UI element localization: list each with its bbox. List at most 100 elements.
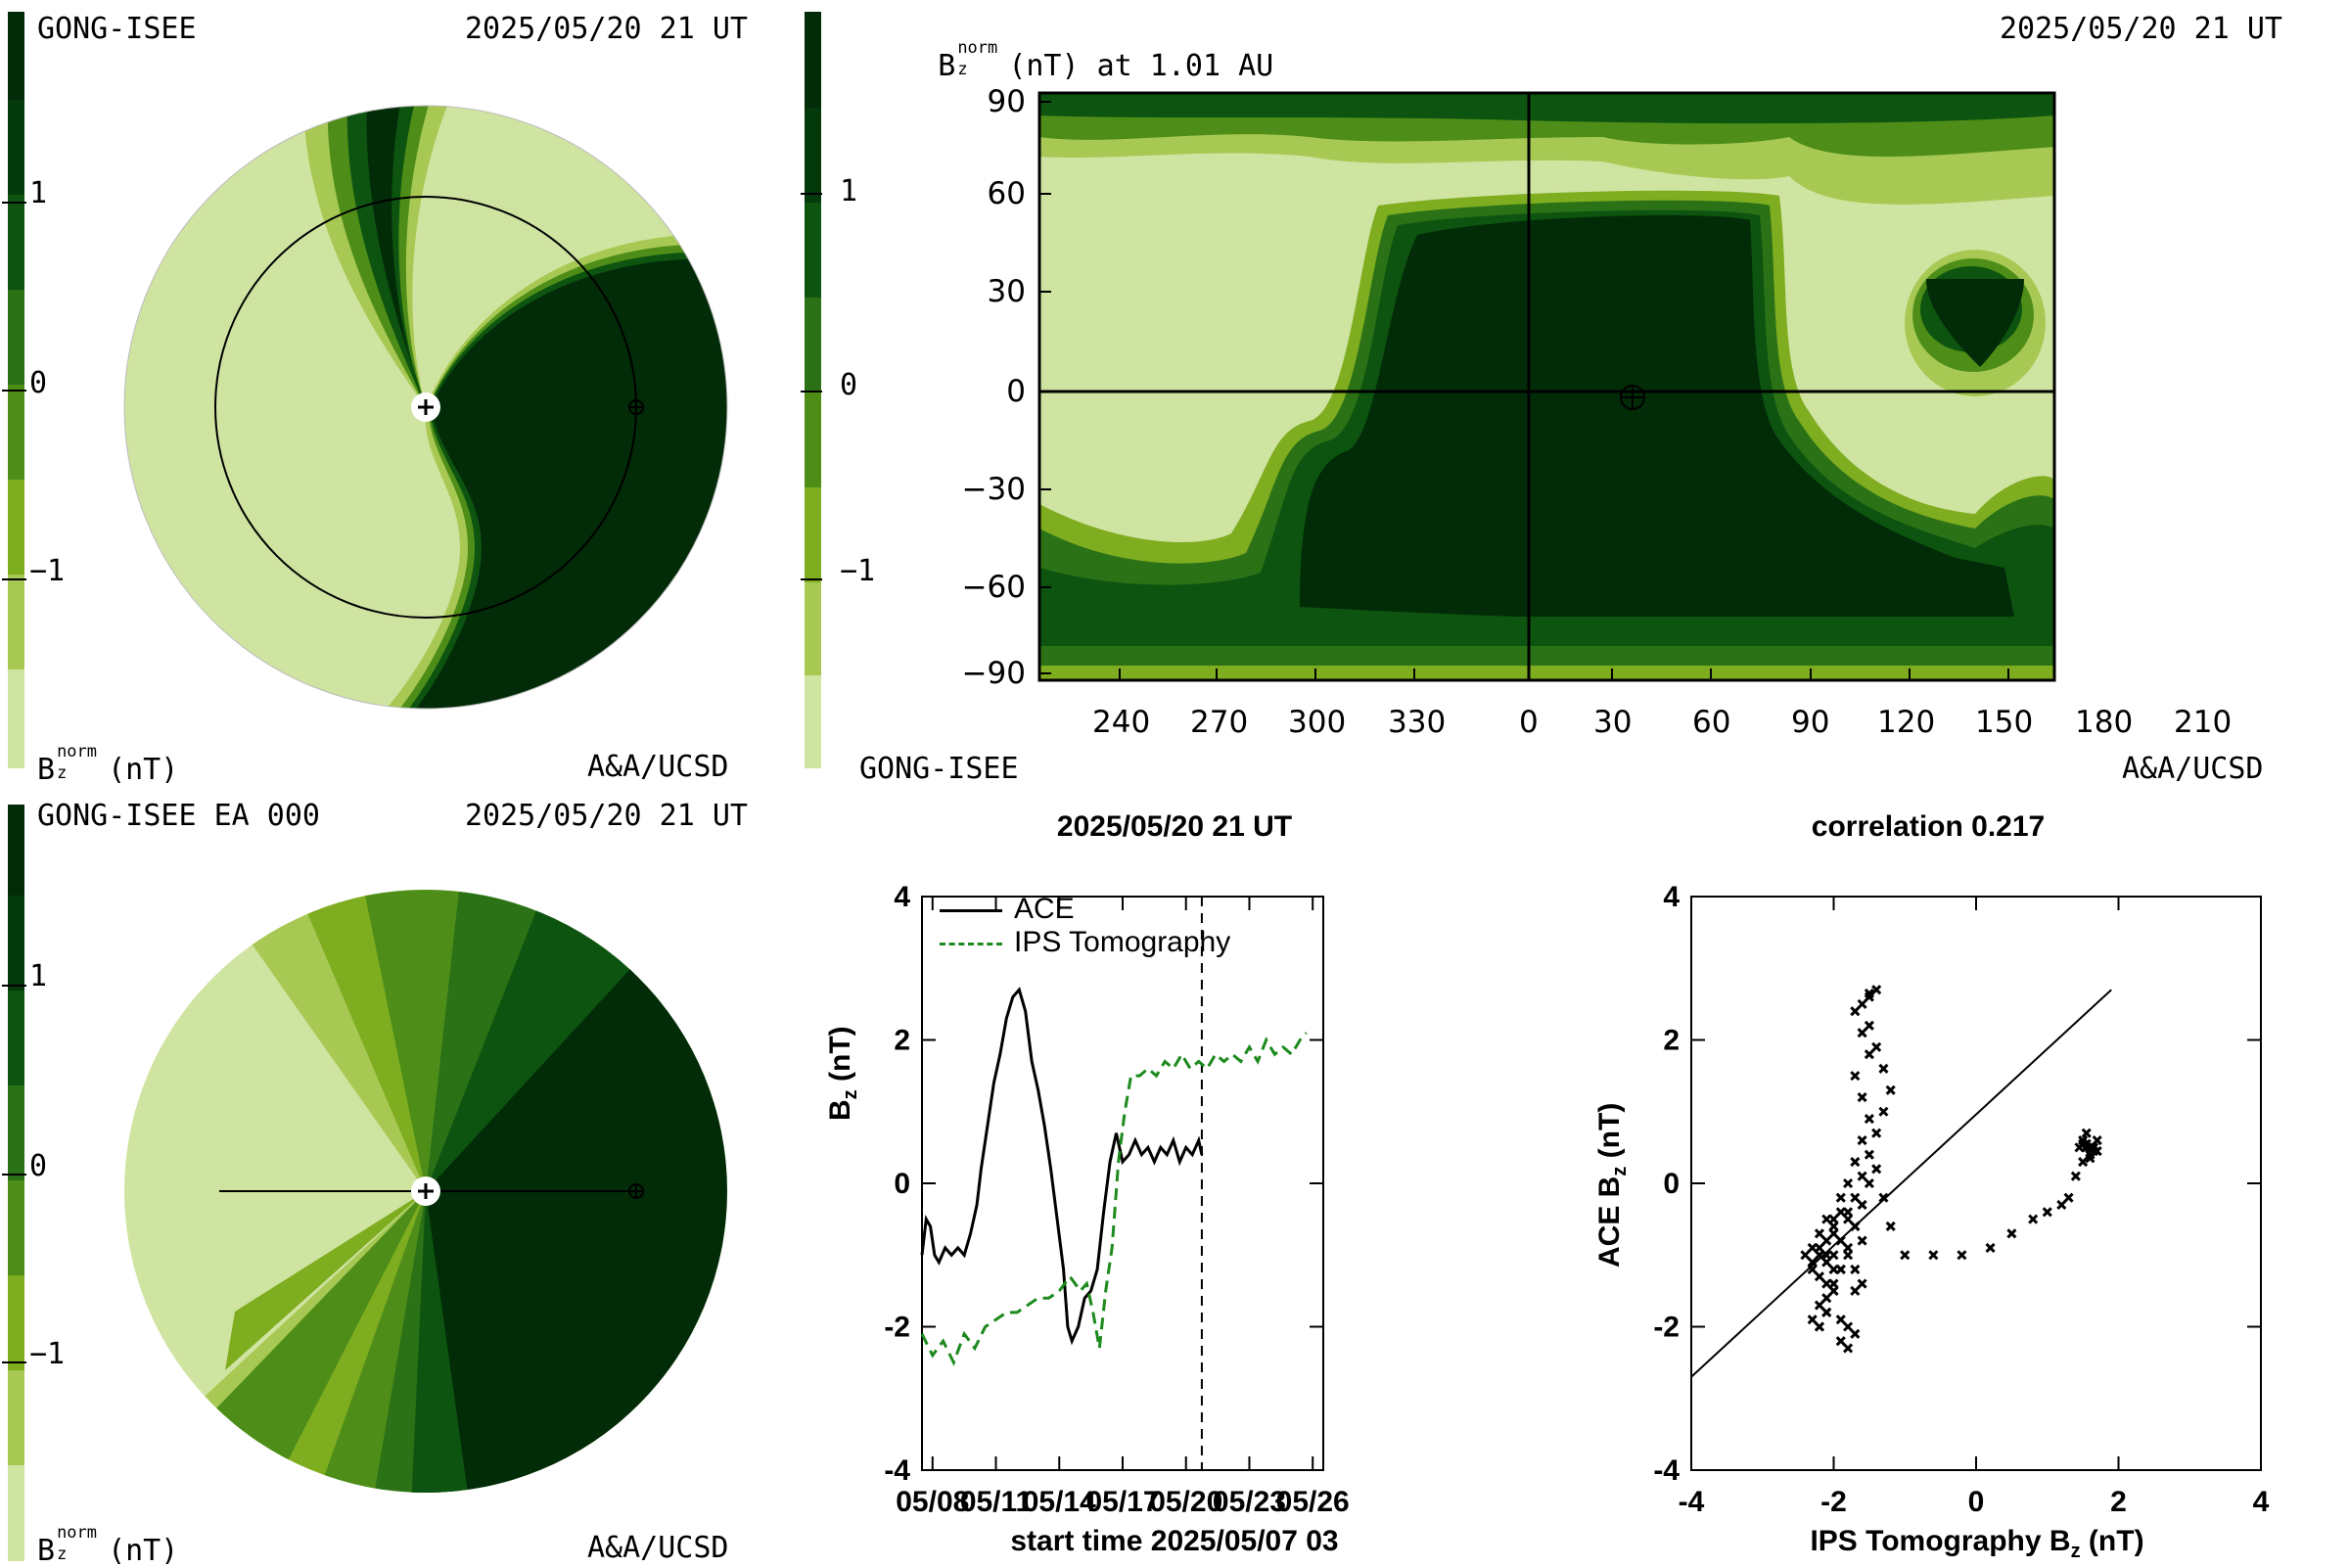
scatter-point [1871, 985, 1882, 995]
x-tick-label: 05/26 [1276, 1486, 1350, 1518]
quantity-symbol: B [37, 1534, 56, 1568]
x-tick-label: 4 [2253, 1486, 2270, 1518]
colorbar [8, 12, 24, 768]
y-tick-label: 4 [894, 881, 910, 913]
scatter-point [2006, 1228, 2017, 1239]
legend-swatch-dashed [940, 942, 1002, 945]
colorbar-tick-0: 0 [840, 368, 858, 402]
scatter-point [1821, 1307, 1832, 1317]
scatter-point [1885, 1084, 1896, 1095]
scatter-point [1885, 1221, 1896, 1232]
scatter-point [1842, 1214, 1854, 1224]
colorbar-tick-1: 1 [840, 174, 858, 208]
y-tick-labels: 90 60 30 0 −30 −60 −90 [938, 0, 1026, 783]
scatter-point [1857, 1134, 1867, 1146]
scatter-point [1850, 1192, 1861, 1203]
colorbar-tick-0: 0 [29, 1149, 48, 1183]
title-subscript: z [957, 60, 968, 79]
x-axis-label: IPS Tomography Bz (nT) [1546, 1525, 2349, 1563]
x-axis-label: start time 2025/05/07 03 [1010, 1525, 1339, 1557]
scatter-point [1857, 1278, 1867, 1289]
scatter-point [1878, 1106, 1889, 1117]
scatter-point [1821, 1293, 1832, 1304]
series-line-ips [920, 1032, 1308, 1366]
scatter-point [1850, 1221, 1861, 1232]
x-tick-label: 05/08 [896, 1486, 969, 1518]
scatter-point [1828, 1221, 1839, 1232]
scatter-point [1814, 1271, 1825, 1282]
scatter-point [1842, 1343, 1854, 1354]
colorbar-tick-neg1: −1 [29, 1337, 66, 1371]
scatter-point [1957, 1250, 1967, 1261]
y-axis-subscript: z [1609, 1166, 1631, 1176]
quantity-symbol: B [37, 753, 56, 787]
y-axis-unit: (nT) [824, 1026, 856, 1082]
x-tick: 270 [1190, 705, 1249, 740]
x-tick: 210 [2174, 705, 2233, 740]
x-tick-label: 2 [2110, 1486, 2127, 1518]
colorbar [805, 12, 821, 768]
y-axis-subscript: z [840, 1089, 861, 1100]
x-tick: 0 [1519, 705, 1539, 740]
colorbar-tick-neg1: −1 [840, 554, 876, 588]
scatter-point [1985, 1242, 1996, 1253]
quantity-superscript: norm [57, 742, 98, 761]
scatter-point [1800, 1250, 1811, 1261]
x-tick: 180 [2075, 705, 2134, 740]
scatter-point [2078, 1156, 2089, 1168]
scatter-point [1828, 1250, 1839, 1261]
legend-label: ACE [1014, 893, 1075, 925]
legend-swatch-solid [940, 908, 1002, 912]
unit-label: (nT) [108, 753, 179, 787]
colorbar-tick-1: 1 [29, 959, 48, 993]
y-tick: −30 [961, 472, 1026, 507]
y-tick: −90 [961, 656, 1026, 691]
scatter-point [1842, 1321, 1854, 1332]
y-tick: 90 [987, 84, 1026, 119]
x-tick: 60 [1692, 705, 1731, 740]
scatter-point [1814, 1300, 1825, 1311]
datetime-label: 2025/05/20 21 UT [2000, 12, 2282, 46]
x-tick-label: -2 [1820, 1486, 1847, 1518]
chart-title: 2025/05/20 21 UT [1056, 810, 1293, 843]
source-label: GONG-ISEE EA 000 [37, 799, 320, 833]
plot-frame [1690, 896, 2262, 1471]
scatter-point [1850, 1285, 1861, 1296]
scatter-plot: -4 -2 0 2 4 4 2 0 -2 -4 [1653, 881, 2270, 1518]
scatter-point [2081, 1128, 2092, 1138]
scatter-point [1878, 1192, 1889, 1203]
datetime-label: 2025/05/20 21 UT [465, 799, 748, 833]
credit-label: A&A/UCSD [587, 1531, 729, 1565]
scatter-point [1821, 1235, 1832, 1246]
x-tick: 30 [1593, 705, 1633, 740]
scatter-point [2056, 1199, 2067, 1211]
scatter-point [1850, 1071, 1861, 1082]
scatter-point [2070, 1171, 2081, 1181]
scatter-point [1850, 1156, 1861, 1168]
fit-line [1690, 989, 2112, 1378]
title-superscript: norm [957, 38, 998, 58]
scatter-chart: correlation 0.217 -4 -2 0 2 4 4 2 0 -2 -4 ACE Bz … [1546, 783, 2349, 1566]
scatter-point [1814, 1321, 1825, 1332]
scatter-point [2092, 1134, 2102, 1146]
y-tick: −60 [961, 570, 1026, 605]
y-tick-label: -2 [1653, 1312, 1680, 1344]
unit-label: (nT) [108, 1534, 179, 1568]
x-tick-label: 05/20 [1149, 1486, 1222, 1518]
timeseries-chart: 2025/05/20 21 UT 05/08 05/11 05/14 05/17 05/… [803, 783, 1546, 1566]
quantity-superscript: norm [57, 1523, 98, 1543]
plot-frame [921, 896, 1324, 1471]
credit-label: A&A/UCSD [2122, 752, 2264, 786]
datetime-label: 2025/05/20 21 UT [465, 12, 748, 46]
source-label: GONG-ISEE [859, 752, 1019, 786]
source-label: GONG-ISEE [37, 12, 197, 46]
scatter-point [1864, 1114, 1874, 1125]
credit-label: A&A/UCSD [587, 750, 729, 784]
y-tick-label: -2 [884, 1312, 910, 1344]
y-axis-label: ACE Bz (nT) [1593, 1103, 1632, 1268]
legend-item-ips: IPS Tomography [940, 926, 1230, 959]
